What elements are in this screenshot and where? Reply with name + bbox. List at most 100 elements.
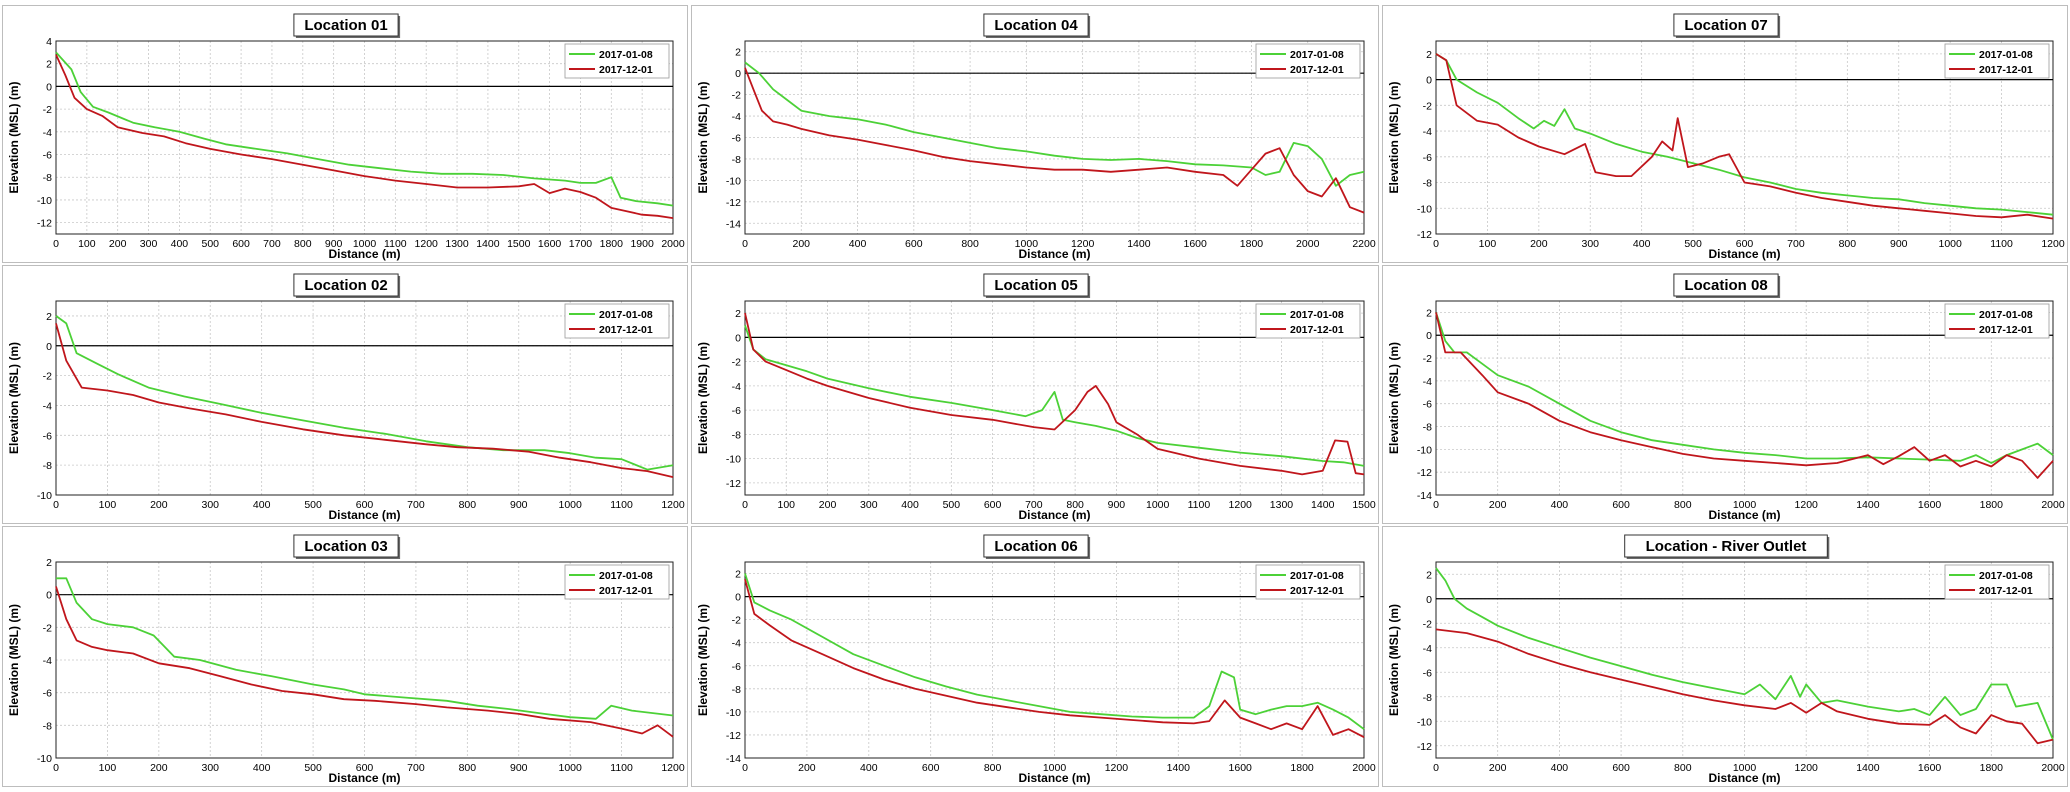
y-tick-label: -4 [732, 638, 741, 650]
x-tick-label: 400 [849, 238, 867, 250]
y-tick-label: 0 [46, 590, 52, 602]
y-tick-label: -8 [732, 684, 741, 696]
x-tick-label: 1000 [1733, 499, 1757, 511]
y-tick-label: 0 [46, 81, 52, 93]
x-tick-label: 600 [905, 238, 923, 250]
y-tick-label: -4 [43, 400, 52, 412]
y-axis-label: Elevation (MSL) (m) [7, 342, 21, 454]
x-tick-label: 1200 [1229, 499, 1253, 511]
y-tick-label: 2 [735, 308, 741, 320]
legend-entry: 2017-01-08 [1290, 570, 1344, 582]
series-line-2017-01-08 [1435, 312, 2054, 464]
legend: 2017-01-08 2017-12-01 [1255, 43, 1361, 79]
y-tick-label: -8 [43, 172, 52, 184]
chart-panel-5: Location 06 0 200 400 600 800 1000 1200 1400 1600… [691, 526, 1379, 787]
x-tick-label: 0 [1433, 238, 1439, 250]
x-tick-label: 100 [78, 238, 96, 250]
y-tick-label: -8 [732, 429, 741, 441]
x-tick-label: 1400 [1127, 238, 1151, 250]
chart-title-box: Location 02 [293, 273, 401, 298]
plot-frame [55, 40, 674, 235]
y-tick-label: -12 [726, 197, 741, 209]
plot-frame [744, 40, 1365, 235]
x-tick-label: 1000 [1043, 762, 1067, 774]
y-axis-label: Elevation (MSL) (m) [696, 342, 710, 454]
legend-entry: 2017-12-01 [599, 64, 653, 76]
x-tick-label: 2000 [1352, 762, 1376, 774]
y-tick-label: -2 [1423, 618, 1432, 630]
y-tick-label: -14 [1417, 490, 1432, 502]
x-tick-label: 600 [922, 762, 940, 774]
series-line-2017-12-01 [55, 586, 674, 738]
y-tick-label: 0 [735, 68, 741, 80]
x-tick-label: 2000 [661, 238, 685, 250]
x-tick-label: 400 [171, 238, 189, 250]
y-tick-label: 2 [1426, 49, 1432, 61]
y-tick-label: 2 [1426, 307, 1432, 319]
chart-title: Location 01 [304, 17, 387, 34]
x-tick-label: 1100 [1188, 499, 1211, 511]
legend-entry: 2017-12-01 [1979, 64, 2033, 76]
x-axis-label: Distance (m) [1018, 247, 1090, 261]
x-tick-label: 400 [1551, 499, 1569, 511]
y-tick-label: -10 [1417, 444, 1432, 456]
x-tick-label: 500 [304, 499, 322, 511]
x-tick-label: 400 [1551, 762, 1569, 774]
x-tick-label: 1400 [1856, 499, 1880, 511]
y-tick-label: -12 [37, 218, 52, 230]
x-tick-label: 1200 [1795, 499, 1819, 511]
x-tick-label: 2000 [1296, 238, 1320, 250]
series-line-2017-12-01 [1435, 53, 2054, 220]
x-tick-label: 1000 [558, 499, 582, 511]
y-tick-label: -14 [726, 753, 741, 765]
x-tick-label: 900 [1108, 499, 1126, 511]
x-tick-label: 900 [1890, 238, 1908, 250]
chart-svg: Location 07 0 100 200 300 400 500 600 700 800 900 1… [1387, 13, 2065, 261]
plot-frame [1435, 40, 2054, 235]
y-tick-label: -6 [732, 661, 741, 673]
chart-title-box: Location 04 [983, 13, 1091, 38]
x-tick-label: 1000 [1733, 762, 1757, 774]
x-tick-label: 2000 [2041, 499, 2065, 511]
x-tick-label: 1200 [415, 238, 439, 250]
x-tick-label: 1000 [1015, 238, 1039, 250]
chart-title: Location - River Outlet [1646, 538, 1807, 555]
y-tick-label: -6 [43, 688, 52, 700]
y-tick-label: -2 [732, 615, 741, 627]
x-tick-label: 1600 [1918, 762, 1942, 774]
y-tick-label: -8 [43, 720, 52, 732]
x-tick-label: 1000 [558, 762, 582, 774]
y-tick-label: -6 [732, 133, 741, 145]
legend-entry: 2017-01-08 [1290, 309, 1344, 321]
series-line-2017-01-08 [1435, 53, 2054, 216]
y-tick-label: -6 [732, 405, 741, 417]
x-tick-label: 800 [1066, 499, 1084, 511]
x-tick-label: 1600 [1184, 238, 1208, 250]
x-tick-label: 400 [253, 499, 271, 511]
x-tick-label: 1400 [476, 238, 500, 250]
x-tick-label: 1200 [1071, 238, 1095, 250]
x-tick-label: 1000 [1146, 499, 1170, 511]
x-tick-label: 1100 [384, 238, 407, 250]
x-tick-label: 300 [860, 499, 878, 511]
x-tick-label: 1400 [1167, 762, 1191, 774]
chart-panel-7: Location 08 0 200 400 600 800 1000 1200 1400 1600… [1382, 265, 2068, 524]
y-tick-label: -2 [1423, 353, 1432, 365]
y-tick-label: -2 [43, 104, 52, 116]
legend-entry: 2017-01-08 [599, 49, 653, 61]
x-tick-label: 900 [325, 238, 343, 250]
y-tick-label: -12 [1417, 229, 1432, 241]
chart-title: Location 07 [1684, 17, 1767, 34]
x-tick-label: 500 [1684, 238, 1702, 250]
series-line-2017-12-01 [55, 54, 674, 219]
x-tick-label: 1200 [1105, 762, 1129, 774]
series-line-2017-01-08 [56, 577, 674, 720]
x-tick-label: 0 [1433, 499, 1439, 511]
x-tick-label: 800 [961, 238, 979, 250]
x-tick-label: 800 [1674, 499, 1692, 511]
legend: 2017-01-08 2017-12-01 [1944, 303, 2050, 339]
legend-entry: 2017-12-01 [1979, 585, 2033, 597]
y-tick-label: -2 [43, 622, 52, 634]
series-line-2017-12-01 [744, 67, 1365, 214]
